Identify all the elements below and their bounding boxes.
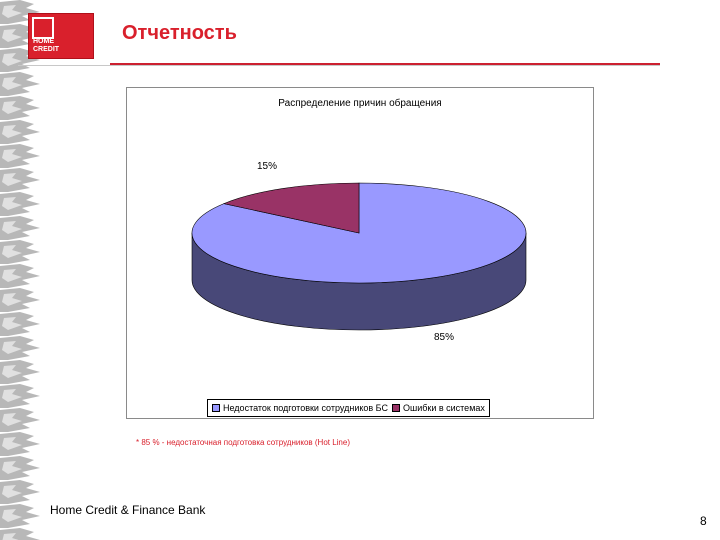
home-credit-logo: HOME CREDIT (28, 13, 94, 59)
logo-house-icon (32, 17, 54, 39)
legend-label-system-errors: Ошибки в системах (402, 403, 485, 413)
legend-swatch-system-errors (391, 404, 400, 412)
title-divider (110, 63, 660, 65)
legend-entry-system-errors: Ошибки в системах (391, 403, 485, 413)
footnote: * 85 % - недостаточная подготовка сотруд… (136, 438, 350, 447)
decorative-left-strip (0, 0, 44, 540)
legend-entry-staff-training: Недостаток подготовки сотрудников БС (212, 403, 388, 413)
chart-area: Распределение причин обращения 85% 15% Н… (126, 87, 594, 419)
chart-title: Распределение причин обращения (278, 98, 442, 109)
page-number: 8 (700, 514, 707, 528)
footer-bank-name: Home Credit & Finance Bank (50, 503, 206, 517)
legend-label-staff-training: Недостаток подготовки сотрудников БС (223, 403, 388, 413)
logo-text-line2: CREDIT (33, 46, 60, 53)
title-divider-shadow (18, 65, 660, 66)
slice-label-85: 85% (434, 332, 455, 343)
logo-text-line1: HOME (33, 38, 54, 45)
legend-swatch-staff-training (212, 404, 220, 412)
chart-legend: Недостаток подготовки сотрудников БС Оши… (207, 399, 490, 417)
pie-slice-1 (222, 182, 360, 234)
pie-chart (191, 182, 527, 331)
page-title: Отчетность (122, 22, 237, 44)
slice-label-15: 15% (257, 161, 278, 172)
